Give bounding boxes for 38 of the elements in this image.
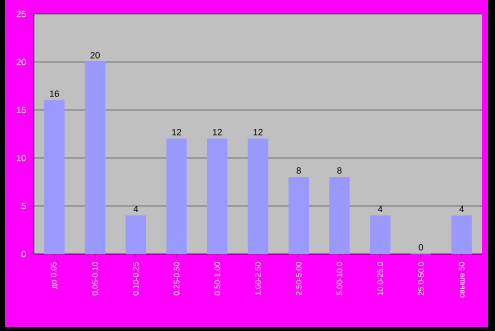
y-tick-label: 20: [16, 58, 26, 66]
bar: [329, 176, 350, 254]
x-tick-label: свыше 50: [458, 262, 464, 298]
x-tick-label: 0.50-1.00: [214, 262, 220, 296]
x-tick-label: 25.0-50.0: [418, 262, 424, 296]
x-tick-label: 0.05-0.10: [92, 262, 98, 296]
y-tick-label: 5: [22, 202, 26, 210]
y-tick-label: 15: [16, 106, 26, 114]
data-label: 12: [212, 128, 222, 136]
bar: [207, 138, 228, 254]
bar: [370, 215, 390, 254]
data-label: 16: [50, 90, 59, 97]
x-tick-label: 0.10-0.25: [132, 262, 139, 296]
data-label: 12: [172, 128, 182, 136]
y-tick-label: 25: [16, 10, 26, 18]
x-tick-label: 5.00-10.0: [336, 262, 342, 296]
bar: [451, 215, 472, 254]
data-label: 20: [90, 52, 100, 58]
data-label: 4: [134, 206, 138, 212]
bar: [288, 176, 309, 254]
data-label: 4: [378, 206, 382, 212]
bar: [126, 215, 146, 254]
x-tick-label: до 0.05: [50, 262, 58, 289]
x-tick-label: 2.50-5.00: [296, 262, 302, 296]
y-tick-label: 0: [22, 250, 26, 258]
data-label: 4: [459, 206, 464, 212]
x-tick-label: 0.25-0.50: [174, 262, 180, 296]
data-label: 8: [337, 167, 342, 174]
bar: [166, 138, 187, 254]
bar: [84, 62, 106, 254]
x-tick-label: 10.0-25.0: [377, 262, 384, 295]
data-label: 0: [418, 244, 424, 250]
data-label: 8: [296, 167, 301, 174]
y-tick-label: 10: [16, 154, 26, 162]
x-tick-label: 1.00-2.50: [255, 262, 261, 295]
bar: [248, 138, 268, 254]
bar: [44, 100, 65, 254]
data-label: 12: [254, 128, 263, 136]
